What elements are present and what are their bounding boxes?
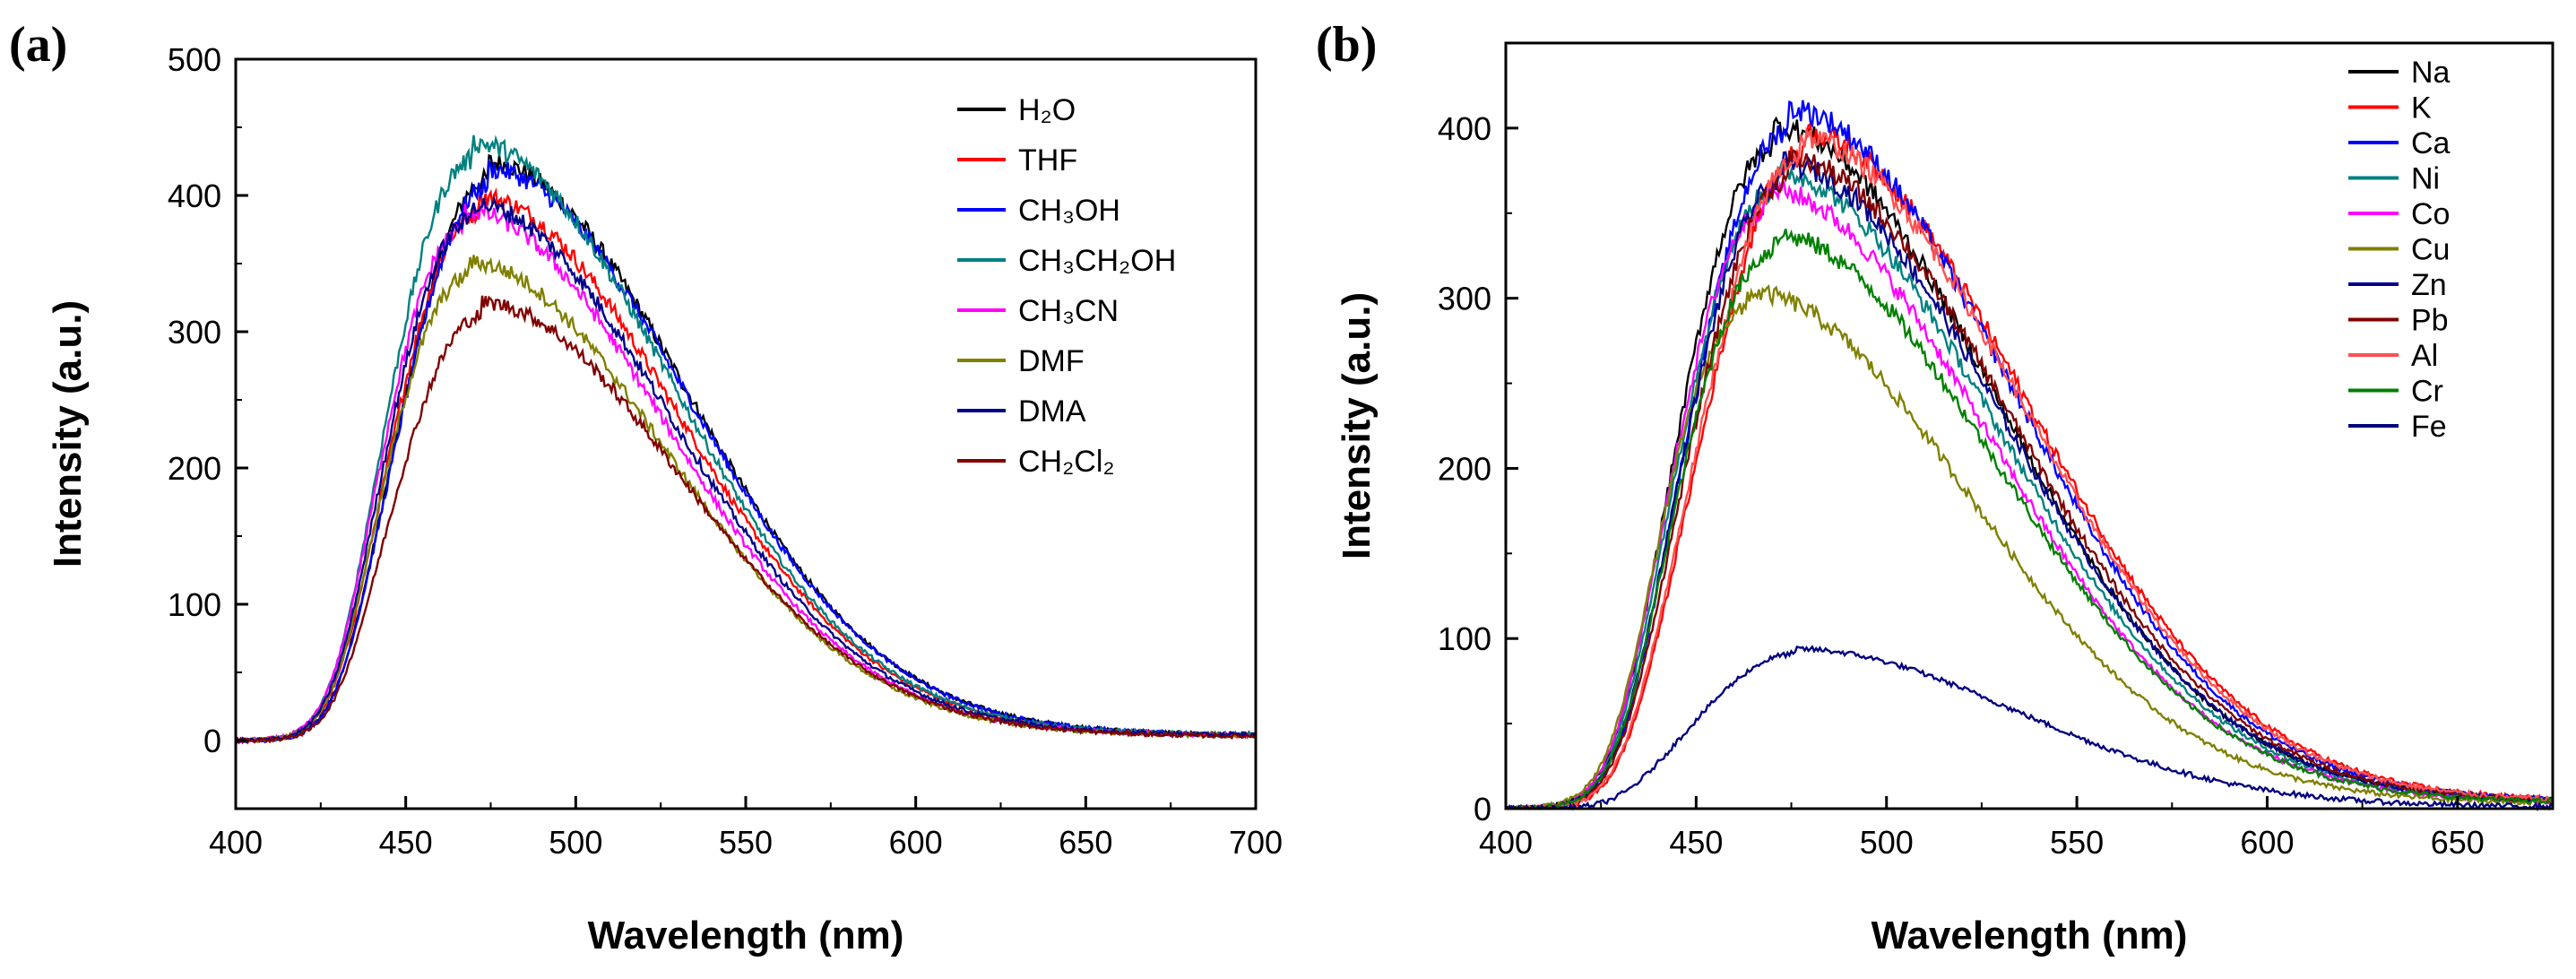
plot-frame-b [1504,41,2554,810]
chart-panel-b: (b) 400 450 500 550 600 650 0 100 200 300 400 Wave… [1316,17,2554,957]
y-axis-label-a: Intensity (a.u.) [46,300,90,567]
x-axis-label-b: Wavelength (nm) [1871,914,2188,957]
legend-label-na: Na [2411,56,2451,90]
y-tick-label: 500 [168,41,221,78]
legend-label-ch3cn: CH₃CN [1018,294,1119,328]
axes-b: 400 450 500 550 600 650 0 100 200 300 400 [1438,110,2485,861]
legend-label-ni: Ni [2411,162,2440,196]
curves-a [234,134,1258,745]
x-tick-label: 600 [2240,824,2294,861]
x-tick-label: 600 [889,824,943,861]
x-axis-label-a: Wavelength (nm) [588,914,904,957]
legend-a: H₂O THF CH₃OH CH₃CH₂OH CH₃CN DMF DMA CH₂Cl₂ [957,93,1176,479]
legend-label-ca: Ca [2411,126,2451,160]
series-line-fe [1505,645,2554,812]
legend-label-zn: Zn [2411,268,2447,302]
y-tick-label: 200 [168,450,221,487]
y-tick-label: 100 [168,586,221,623]
series-line-al [1505,126,2554,811]
x-tick-label: 550 [719,824,773,861]
series-line-pb [1505,149,2554,810]
y-tick-label: 0 [203,723,221,759]
y-tick-label: 100 [1438,620,1491,657]
x-tick-label: 500 [549,824,602,861]
legend-label-h2o: H₂O [1018,93,1076,127]
legend-label-co: Co [2411,197,2450,231]
legend-label-ch2cl2: CH₂Cl₂ [1018,445,1115,479]
y-tick-label: 300 [168,314,221,351]
y-tick-label: 400 [1438,110,1491,147]
axes-a: 400 450 500 550 600 650 700 0 100 200 300 400 500 [168,41,1283,861]
legend-label-ch3oh: CH₃OH [1018,194,1120,228]
chart-panel-a: (a) 400 450 500 550 600 650 700 0 100 200 300 400 50… [9,17,1283,957]
x-tick-label: 700 [1229,824,1283,861]
legend-label-pb: Pb [2411,304,2449,338]
x-tick-label: 550 [2050,824,2104,861]
y-axis-label-b: Intensity (a.u.) [1335,292,1379,559]
panel-label-a: (a) [9,17,67,73]
legend-label-k: K [2411,91,2432,126]
panel-label-b: (b) [1316,17,1377,73]
legend-label-dma: DMA [1018,394,1086,429]
x-tick-label: 650 [1059,824,1112,861]
x-tick-label: 400 [1479,824,1533,861]
x-tick-label: 450 [1669,824,1723,861]
legend-label-thf: THF [1018,143,1077,178]
legend-label-cu: Cu [2411,233,2450,267]
y-tick-label: 300 [1438,281,1491,317]
series-line-cr [1505,229,2554,810]
x-tick-label: 500 [1860,824,1914,861]
curves-b [1505,100,2554,812]
series-line-ni [1506,160,2554,810]
series-line-ch2cl2 [235,295,1257,745]
series-line-dma [235,195,1257,744]
y-tick-label: 200 [1438,450,1491,487]
x-tick-label: 400 [209,824,263,861]
legend-label-dmf: DMF [1018,344,1085,378]
x-tick-label: 650 [2431,824,2485,861]
plot-frame-a [234,57,1258,810]
y-tick-label: 0 [1474,791,1491,827]
legend-label-ch3ch2oh: CH₃CH₂OH [1018,244,1176,278]
legend-label-cr: Cr [2411,375,2443,409]
series-line-dmf [235,255,1257,743]
y-tick-label: 400 [168,178,221,214]
x-tick-label: 450 [379,824,433,861]
series-line-co [1505,180,2554,810]
legend-label-al: Al [2411,339,2438,373]
series-line-ca [1505,100,2554,810]
series-line-cu [1506,283,2554,810]
legend-label-fe: Fe [2411,410,2447,444]
